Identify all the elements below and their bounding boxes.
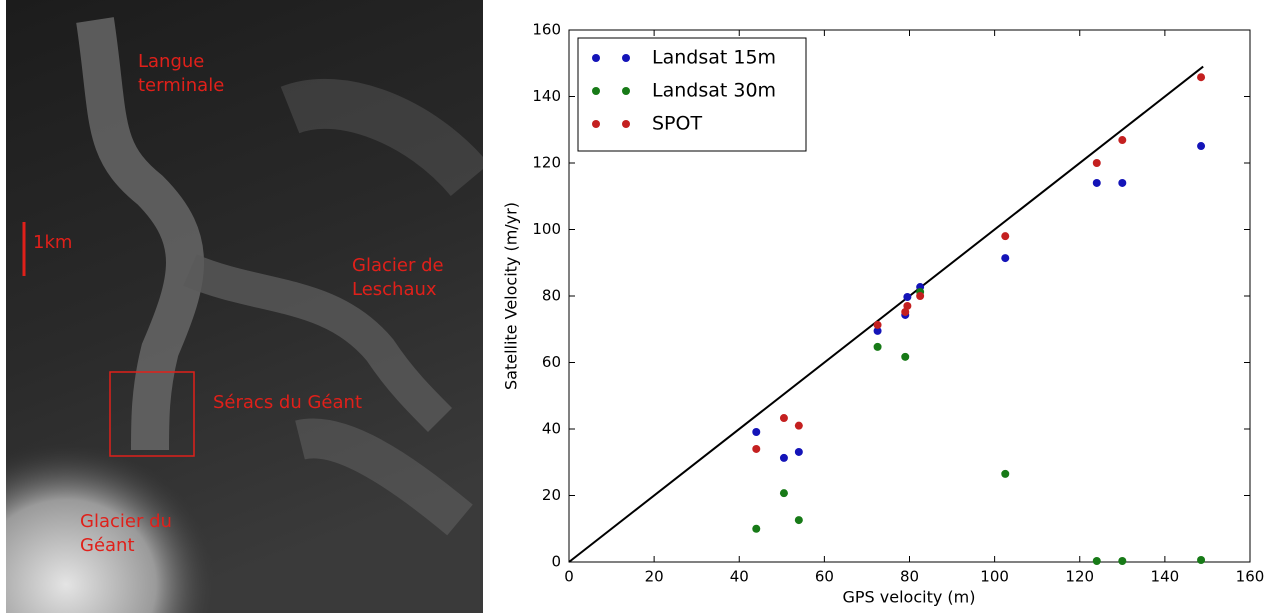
legend-box <box>577 37 807 152</box>
legend-marker <box>592 54 600 62</box>
image-label: Glacier de <box>352 255 444 276</box>
point <box>794 516 803 525</box>
y-axis-label: Satellite Velocity (m/yr) <box>502 202 521 390</box>
point <box>752 444 761 453</box>
y-tick-label: 60 <box>542 353 561 371</box>
y-tick-label: 80 <box>542 287 561 305</box>
point <box>794 447 803 456</box>
image-label: Glacier du <box>80 511 172 532</box>
point <box>779 453 788 462</box>
point <box>752 427 761 436</box>
point <box>901 352 910 361</box>
y-tick-label: 160 <box>532 21 561 39</box>
point <box>1118 178 1127 187</box>
y-tick-label: 100 <box>532 220 561 238</box>
point <box>779 489 788 498</box>
x-tick-label: 160 <box>1236 568 1265 586</box>
point <box>1197 73 1206 82</box>
x-tick-label: 80 <box>900 568 919 586</box>
y-tick-label: 0 <box>551 553 561 571</box>
point <box>1092 159 1101 167</box>
point <box>1092 557 1101 566</box>
legend-marker <box>622 87 630 95</box>
reference-line <box>568 65 1204 563</box>
x-axis-label: GPS velocity (m) <box>843 588 976 607</box>
point <box>1001 254 1010 263</box>
legend-label: Landsat 15m <box>652 47 776 69</box>
chart: GPS velocity (m) Satellite Velocity (m/y… <box>502 21 1265 607</box>
point <box>1118 557 1127 566</box>
image-label: Leschaux <box>352 279 437 300</box>
point <box>903 301 912 310</box>
legend-label: Landsat 30m <box>652 80 776 102</box>
y-tick-label: 140 <box>532 87 561 105</box>
point <box>873 320 882 329</box>
image-label: Séracs du Géant <box>213 392 362 413</box>
image-label: 1km <box>33 232 72 253</box>
legend-label: SPOT <box>652 113 702 135</box>
legend-marker <box>592 87 600 95</box>
point <box>1118 136 1127 145</box>
point <box>779 414 788 423</box>
point <box>1197 142 1206 151</box>
x-tick-label: 0 <box>564 568 574 586</box>
legend-marker <box>622 54 630 62</box>
y-tick-label: 40 <box>542 420 561 438</box>
point <box>1001 469 1010 478</box>
x-tick-label: 100 <box>980 568 1009 586</box>
point <box>752 524 761 533</box>
x-tick-label: 40 <box>730 568 749 586</box>
point <box>1197 556 1206 565</box>
y-tick-label: 120 <box>532 154 561 172</box>
image-label: Langue <box>138 51 204 72</box>
legend-marker <box>592 120 600 128</box>
point <box>916 292 925 300</box>
point <box>1092 178 1101 187</box>
x-tick-label: 120 <box>1065 568 1094 586</box>
x-tick-label: 20 <box>645 568 664 586</box>
point <box>873 342 882 351</box>
legend-marker <box>622 120 630 128</box>
point <box>794 421 803 430</box>
point <box>1001 232 1010 241</box>
x-tick-label: 60 <box>815 568 834 586</box>
point <box>873 326 882 335</box>
y-tick-label: 20 <box>542 486 561 504</box>
satellite-image: Langue terminale 1km Glacier de Leschaux… <box>6 0 483 613</box>
image-label: Géant <box>80 535 135 556</box>
x-tick-label: 140 <box>1151 568 1180 586</box>
image-label: terminale <box>138 75 224 96</box>
point <box>903 292 912 301</box>
